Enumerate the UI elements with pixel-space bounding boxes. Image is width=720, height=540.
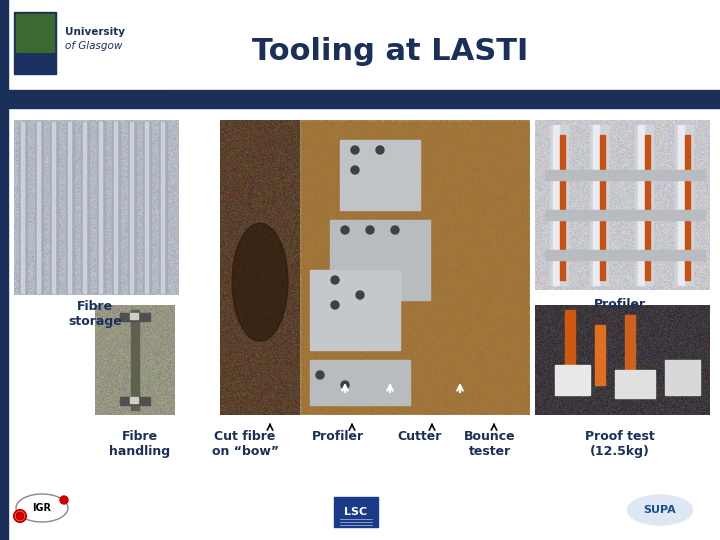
Circle shape bbox=[331, 276, 339, 284]
FancyBboxPatch shape bbox=[16, 14, 54, 52]
Bar bbox=[340, 140, 420, 210]
Text: Cut fibre
on “bow”: Cut fibre on “bow” bbox=[212, 430, 279, 458]
Bar bbox=[665, 360, 700, 395]
Bar bbox=[600, 135, 605, 280]
Circle shape bbox=[376, 146, 384, 154]
Bar bbox=[81, 122, 89, 293]
Bar bbox=[96, 122, 104, 293]
Bar bbox=[545, 210, 705, 220]
Circle shape bbox=[341, 226, 349, 234]
Bar bbox=[310, 360, 410, 405]
Bar bbox=[99, 122, 102, 293]
Bar bbox=[127, 122, 135, 293]
Text: Bounce
tester: Bounce tester bbox=[464, 430, 516, 458]
Bar bbox=[145, 122, 148, 293]
Text: LSC: LSC bbox=[344, 507, 368, 517]
Circle shape bbox=[316, 371, 324, 379]
Bar bbox=[158, 122, 166, 293]
Bar bbox=[545, 250, 705, 260]
Bar bbox=[37, 122, 40, 293]
Bar bbox=[593, 125, 599, 285]
Bar bbox=[8, 90, 720, 108]
Bar bbox=[615, 370, 655, 398]
Bar bbox=[625, 315, 635, 385]
FancyBboxPatch shape bbox=[14, 12, 56, 74]
Bar bbox=[120, 397, 150, 405]
Text: IGR: IGR bbox=[32, 503, 52, 513]
Bar bbox=[638, 125, 644, 285]
Bar bbox=[130, 122, 132, 293]
Text: Profiler: Profiler bbox=[312, 430, 364, 443]
Bar bbox=[68, 122, 71, 293]
Bar bbox=[14, 8, 174, 88]
Bar bbox=[545, 170, 705, 180]
Bar bbox=[685, 135, 690, 280]
Text: University: University bbox=[65, 27, 125, 37]
Text: SUPA: SUPA bbox=[644, 505, 676, 515]
FancyBboxPatch shape bbox=[16, 54, 54, 72]
Bar bbox=[66, 122, 73, 293]
Circle shape bbox=[331, 301, 339, 309]
Circle shape bbox=[341, 381, 349, 389]
Bar bbox=[50, 122, 58, 293]
Bar bbox=[302, 122, 528, 413]
Circle shape bbox=[366, 226, 374, 234]
Bar bbox=[120, 313, 150, 321]
Text: Cutter: Cutter bbox=[398, 430, 442, 443]
Bar bbox=[565, 310, 575, 390]
Bar bbox=[161, 122, 163, 293]
Bar bbox=[675, 125, 693, 285]
Bar bbox=[112, 122, 120, 293]
Bar bbox=[310, 270, 400, 350]
Circle shape bbox=[356, 291, 364, 299]
Bar bbox=[560, 135, 565, 280]
Bar bbox=[143, 122, 151, 293]
Ellipse shape bbox=[628, 495, 693, 525]
Text: of Glasgow: of Glasgow bbox=[65, 41, 122, 51]
Circle shape bbox=[391, 226, 399, 234]
Bar bbox=[553, 125, 559, 285]
Bar bbox=[334, 497, 378, 527]
Bar bbox=[130, 313, 138, 319]
Bar bbox=[635, 125, 653, 285]
Circle shape bbox=[16, 512, 24, 520]
Text: Proof test
(12.5kg): Proof test (12.5kg) bbox=[585, 430, 655, 458]
Bar bbox=[131, 310, 139, 410]
Bar bbox=[550, 125, 568, 285]
Bar bbox=[114, 122, 117, 293]
Circle shape bbox=[60, 496, 68, 504]
Ellipse shape bbox=[232, 223, 288, 341]
Bar bbox=[555, 365, 590, 395]
Bar bbox=[130, 397, 138, 403]
Text: Fibre
handling: Fibre handling bbox=[109, 430, 171, 458]
Bar bbox=[0, 0, 8, 540]
Bar bbox=[645, 135, 650, 280]
Bar bbox=[52, 122, 55, 293]
Bar bbox=[590, 125, 608, 285]
Text: Tooling at LASTI: Tooling at LASTI bbox=[252, 37, 528, 66]
Circle shape bbox=[351, 146, 359, 154]
Text: Profiler: Profiler bbox=[594, 298, 646, 311]
Circle shape bbox=[351, 166, 359, 174]
Bar bbox=[83, 122, 86, 293]
Bar bbox=[595, 325, 605, 385]
Bar bbox=[35, 122, 42, 293]
Bar bbox=[330, 220, 430, 300]
Bar bbox=[21, 122, 24, 293]
Bar bbox=[678, 125, 684, 285]
Bar bbox=[19, 122, 27, 293]
Text: Fibre
storage: Fibre storage bbox=[68, 300, 122, 328]
Ellipse shape bbox=[16, 494, 68, 522]
